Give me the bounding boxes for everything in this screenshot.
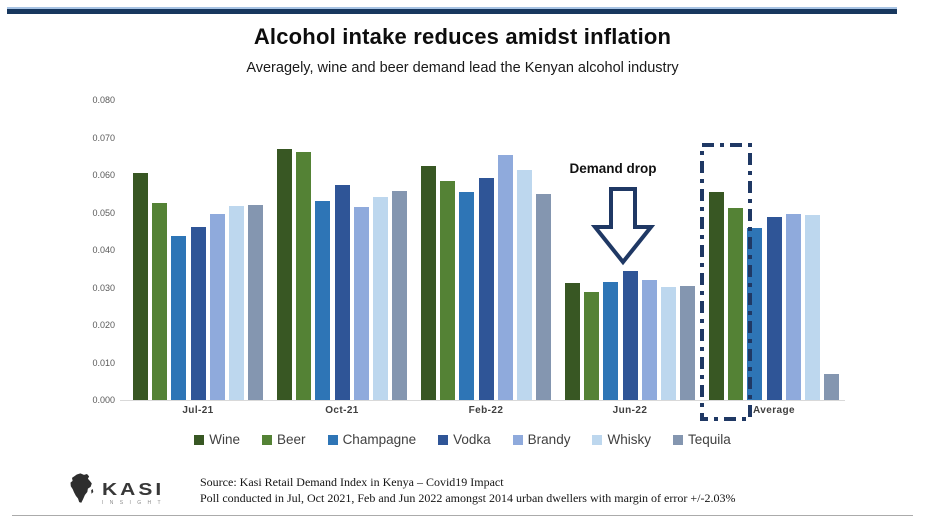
legend-item-beer: Beer [262,432,306,447]
bar-wine-feb-22 [421,166,436,400]
bar-tequila-average [824,374,839,400]
x-axis-label-oct-21: Oct-21 [325,405,359,416]
legend-label-beer: Beer [277,432,306,447]
bar-tequila-jun-22 [680,286,695,400]
bar-beer-oct-21 [296,152,312,400]
bar-champagne-jul-21 [171,236,187,400]
top-accent-bar [7,7,897,14]
y-axis-tick-0.010: 0.010 [92,357,115,368]
bar-beer-jul-21 [152,203,168,400]
annotation-demand-drop: Demand drop [569,161,657,176]
bar-champagne-oct-21 [315,201,331,400]
bar-vodka-oct-21 [334,185,350,400]
bar-vodka-jun-22 [622,271,638,400]
legend-label-wine: Wine [209,432,241,447]
legend-item-tequila: Tequila [672,432,731,447]
africa-map-icon [66,472,96,513]
bar-beer-average [728,208,744,400]
x-axis-line [120,400,845,401]
legend-item-vodka: Vodka [438,432,491,447]
source-line-2: Poll conducted in Jul, Oct 2021, Feb and… [200,491,736,505]
bar-beer-jun-22 [584,292,600,400]
down-arrow-icon [589,186,657,273]
x-axis-label-average: Average [753,405,795,416]
x-axis-label-jun-22: Jun-22 [612,405,648,416]
y-axis-tick-0.040: 0.040 [92,245,115,255]
bar-tequila-oct-21 [392,191,407,400]
bar-tequila-feb-22 [536,194,551,400]
legend-swatch-beer [262,434,273,445]
bar-whisky-jun-22 [660,287,676,400]
bar-tequila-jul-21 [248,205,263,400]
bottom-divider [12,515,913,516]
y-axis-tick-0.000: 0.000 [92,395,115,405]
y-axis-tick-0.030: 0.030 [92,282,115,293]
bar-wine-average [709,192,724,400]
legend-item-whisky: Whisky [592,432,651,447]
bar-vodka-jul-21 [190,227,206,400]
bar-whisky-oct-21 [372,197,388,400]
legend-swatch-champagne [327,434,338,445]
y-axis-tick-0.060: 0.060 [92,170,115,180]
legend: Wine Beer Champagne Vodka Brandy Whisky Tequil… [0,432,925,447]
legend-label-tequila: Tequila [687,432,731,447]
bar-champagne-feb-22 [459,192,475,400]
bar-wine-jul-21 [133,173,148,400]
kasi-logo-text: KASI I N S I G H T [102,479,165,506]
bar-whisky-average [804,215,820,400]
legend-label-champagne: Champagne [342,432,417,447]
bar-beer-feb-22 [440,181,456,400]
bar-brandy-oct-21 [353,207,369,400]
highlight-dashed-box [698,141,754,428]
legend-label-vodka: Vodka [453,432,491,447]
bar-wine-oct-21 [277,149,292,400]
legend-label-brandy: Brandy [527,432,571,447]
bar-champagne-jun-22 [603,282,619,400]
kasi-logo: KASI I N S I G H T [66,472,196,512]
legend-item-brandy: Brandy [512,432,571,447]
x-axis-label-jul-21: Jul-21 [182,405,214,416]
y-axis-tick-0.070: 0.070 [92,132,115,143]
legend-item-champagne: Champagne [327,432,417,447]
x-axis-label-feb-22: Feb-22 [468,405,504,416]
bar-chart: 0.000 0.010 0.020 0.030 0.040 0.050 0.060 0.070… [92,95,845,428]
source-line-1: Source: Kasi Retail Demand Index in Keny… [200,475,504,489]
legend-swatch-tequila [672,434,683,445]
legend-swatch-brandy [512,434,523,445]
bar-vodka-average [766,217,782,400]
bar-brandy-feb-22 [497,155,513,400]
chart-subtitle: Averagely, wine and beer demand lead the… [246,60,679,76]
bar-brandy-jul-21 [209,214,225,400]
bar-brandy-jun-22 [641,280,657,400]
chart-title: Alcohol intake reduces amidst inflation [253,24,672,49]
bar-whisky-feb-22 [516,170,532,400]
y-axis-tick-0.050: 0.050 [92,207,115,218]
legend-swatch-wine [194,434,205,445]
legend-swatch-whisky [592,434,603,445]
bar-vodka-feb-22 [478,178,494,400]
legend-label-whisky: Whisky [607,432,651,447]
bar-whisky-jul-21 [228,206,244,400]
y-axis-tick-0.080: 0.080 [92,95,115,105]
y-axis-tick-0.020: 0.020 [92,320,115,330]
source-note: Source: Kasi Retail Demand Index in Keny… [200,474,860,506]
bar-brandy-average [785,214,801,400]
legend-item-wine: Wine [194,432,240,447]
legend-swatch-vodka [438,434,449,445]
bar-wine-jun-22 [565,283,580,400]
